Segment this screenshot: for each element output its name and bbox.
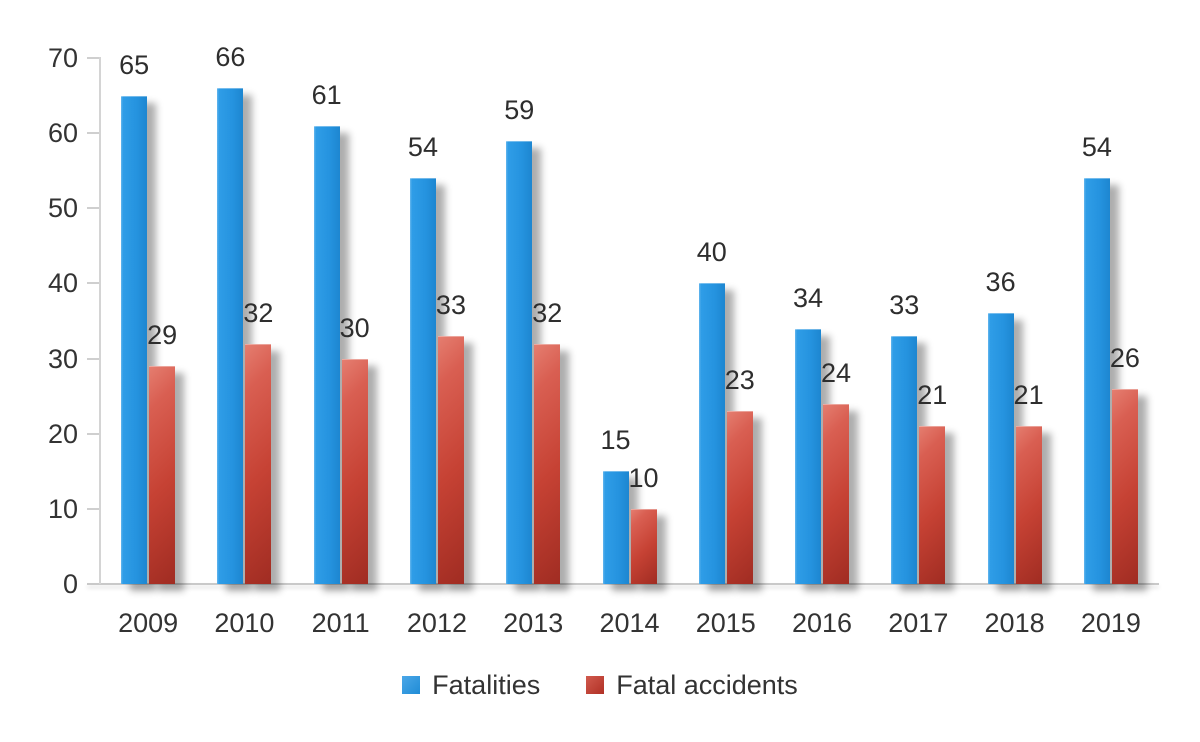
bar-fatalities-2018 [987,313,1014,584]
fatal-accidents-swatch-icon [586,676,605,694]
value-label: 61 [311,79,342,110]
y-tick-label: 30 [47,343,78,374]
y-tick-mark [87,207,99,210]
chart-legend: Fatalities Fatal accidents [0,667,1200,703]
value-label: 10 [628,462,659,493]
value-label: 66 [215,42,246,73]
bar-fatalities-2016 [795,328,822,584]
value-label: 21 [917,380,948,411]
bar-fatalities-2009 [121,95,148,584]
value-label: 36 [985,267,1016,298]
bar-fatalities-2015 [698,283,725,584]
y-tick-mark [87,57,99,59]
bar-fatal-accidents-2009 [149,366,176,584]
value-label: 33 [435,290,466,321]
bar-fatal-accidents-2019 [1111,388,1138,584]
legend-label-fatalities: Fatalities [432,669,541,700]
y-tick-label: 0 [62,569,78,599]
value-label: 15 [600,425,631,456]
x-axis-label-2011: 2011 [311,608,370,638]
bar-fatalities-2019 [1083,178,1110,584]
value-label: 32 [243,297,274,328]
value-label: 29 [147,320,178,351]
legend-label-fatal-accidents: Fatal accidents [616,669,798,700]
value-label: 30 [339,312,370,343]
value-label: 34 [793,282,824,313]
value-label: 65 [119,49,150,80]
value-label: 33 [889,290,920,321]
y-tick-label: 20 [47,418,78,449]
y-tick-mark [87,282,99,285]
fatalities-swatch-icon [402,676,421,694]
value-label: 23 [724,365,755,396]
value-label: 24 [821,357,852,388]
x-axis-label-2015: 2015 [695,608,756,638]
x-axis-label-2013: 2013 [503,608,564,638]
x-axis-label-2010: 2010 [214,608,275,638]
x-axis-line [87,583,1159,585]
value-label: 54 [407,132,438,163]
x-axis-label-2009: 2009 [118,608,179,638]
bar-fatal-accidents-2011 [341,358,368,584]
bar-fatal-accidents-2013 [534,343,561,584]
y-tick-label: 50 [47,193,78,224]
y-tick-label: 60 [47,118,78,149]
x-axis-label-2017: 2017 [888,608,949,638]
y-tick-mark [87,132,99,135]
bar-fatal-accidents-2018 [1015,426,1042,584]
value-label: 40 [696,237,727,268]
y-tick-label: 70 [47,43,78,73]
bar-fatalities-2017 [891,336,918,584]
value-label: 21 [1013,380,1044,411]
x-axis-label-2012: 2012 [406,608,467,638]
y-tick-mark [87,357,99,360]
bar-fatalities-2014 [602,471,629,584]
bar-fatal-accidents-2017 [919,426,946,584]
y-tick-mark [87,432,99,435]
bar-fatalities-2011 [313,125,340,584]
legend-item-fatal-accidents: Fatal accidents [586,669,798,700]
bar-fatalities-2013 [506,140,533,584]
bar-fatal-accidents-2012 [437,336,464,584]
bar-fatalities-2012 [409,178,436,584]
value-label: 54 [1081,132,1112,163]
y-axis-line [99,57,101,584]
x-axis-label-2019: 2019 [1080,608,1141,638]
legend-item-fatalities: Fatalities [402,669,541,700]
bar-fatal-accidents-2015 [726,411,753,584]
bar-fatal-accidents-2014 [630,508,657,584]
value-label: 32 [532,297,563,328]
x-axis-label-2018: 2018 [984,608,1045,638]
x-axis-label-2016: 2016 [791,608,853,638]
value-label: 26 [1109,342,1140,373]
bar-fatalities-2010 [217,88,244,584]
y-tick-label: 40 [47,268,78,299]
x-axis-label-2014: 2014 [599,608,660,638]
y-tick-mark [87,507,99,510]
y-tick-label: 10 [47,493,78,524]
bar-fatal-accidents-2010 [245,343,272,584]
value-label: 59 [504,94,535,125]
bar-fatal-accidents-2016 [823,403,850,584]
